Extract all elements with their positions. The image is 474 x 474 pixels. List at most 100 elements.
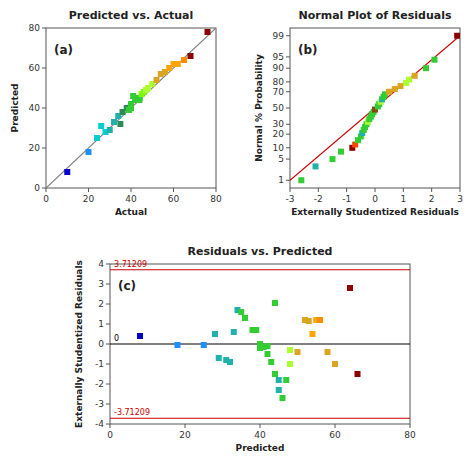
x-tick (131, 188, 132, 192)
x-tick (403, 188, 404, 192)
y-tick-label: -2 (95, 379, 104, 389)
y-axis-label: Predicted (10, 84, 20, 133)
x-tick (460, 188, 461, 192)
point (392, 86, 398, 92)
x-tick (335, 424, 336, 428)
point (272, 300, 278, 306)
y-tick (286, 108, 290, 109)
point (86, 149, 92, 155)
point (355, 371, 361, 377)
y-tick-label: 1 (278, 175, 284, 185)
point (287, 347, 293, 353)
x-tick-label: -2 (314, 194, 323, 204)
x-tick-label: 40 (125, 194, 137, 204)
reference-line (46, 28, 216, 188)
x-tick-label: 20 (83, 194, 95, 204)
point (231, 329, 237, 335)
point (181, 57, 187, 63)
y-tick (106, 284, 110, 285)
x-tick-label: 60 (168, 194, 180, 204)
y-tick (286, 159, 290, 160)
y-tick (286, 81, 290, 82)
point (310, 331, 316, 337)
reference-line-label: 3.71209 (114, 260, 147, 269)
y-tick-label: -4 (95, 419, 104, 429)
panel-label: (a) (54, 43, 73, 57)
y-tick-label: 30 (273, 119, 285, 129)
x-tick (260, 424, 261, 428)
y-tick (286, 134, 290, 135)
y-tick-label: 20 (29, 143, 41, 153)
y-tick-label: 99 (273, 31, 285, 41)
x-tick (290, 188, 291, 192)
y-tick-label: 90 (273, 63, 285, 73)
x-tick (110, 424, 111, 428)
point (317, 317, 323, 323)
point (175, 342, 181, 348)
point (128, 105, 134, 111)
y-tick (106, 364, 110, 365)
y-tick (286, 91, 290, 92)
point (137, 97, 143, 103)
point (154, 77, 160, 83)
y-tick-label: 4 (98, 259, 104, 269)
reference-line (110, 269, 410, 270)
x-tick (410, 424, 411, 428)
point (330, 156, 336, 162)
x-tick-label: 3 (457, 194, 463, 204)
point (111, 119, 117, 125)
reference-line-label: -3.71209 (114, 408, 150, 417)
plot-frame (110, 264, 410, 424)
y-tick-label: 3 (98, 279, 104, 289)
point (242, 315, 248, 321)
y-tick (286, 56, 290, 57)
point (175, 61, 181, 67)
y-tick (42, 68, 46, 69)
point (265, 343, 271, 349)
point (398, 83, 404, 89)
reference-line (110, 418, 410, 419)
panel: -3-2-1012315102030507080909599Normal Plo… (254, 9, 463, 217)
point (406, 77, 412, 83)
x-tick-label: 0 (107, 430, 113, 440)
y-tick (106, 384, 110, 385)
title: Normal Plot of Residuals (298, 9, 451, 22)
plot-frame (46, 28, 216, 188)
point (205, 29, 211, 35)
x-tick-label: 2 (429, 194, 435, 204)
panel: 020406080-4-3-2-101234Residuals vs. Pred… (74, 245, 416, 453)
plot-area (110, 270, 410, 418)
title: Predicted vs. Actual (69, 9, 194, 22)
x-tick-label: -1 (342, 194, 351, 204)
point (295, 349, 301, 355)
point (338, 149, 344, 155)
x-tick (46, 188, 47, 192)
y-tick-label: 0 (98, 339, 104, 349)
y-tick-label: 5 (278, 154, 284, 164)
y-tick-label: 0 (34, 183, 40, 193)
y-tick (42, 148, 46, 149)
x-tick (185, 424, 186, 428)
x-tick-label: 80 (404, 430, 416, 440)
panel-label: (b) (298, 43, 318, 57)
point (432, 57, 438, 63)
point (276, 377, 282, 383)
point (313, 163, 319, 169)
y-tick (286, 35, 290, 36)
point (298, 177, 304, 183)
y-tick (42, 28, 46, 29)
x-tick (88, 188, 89, 192)
y-axis-label: Normal % Probability (254, 54, 264, 162)
x-tick (431, 188, 432, 192)
point (216, 355, 222, 361)
point (137, 333, 143, 339)
point (276, 387, 282, 393)
plot-frame (290, 28, 460, 188)
plot-area (46, 28, 216, 188)
y-tick (106, 344, 110, 345)
y-tick (286, 68, 290, 69)
y-tick (106, 304, 110, 305)
panel: 020406080020406080Predicted vs. ActualAc… (10, 9, 222, 217)
point (268, 359, 274, 365)
y-tick-label: 70 (273, 87, 285, 97)
